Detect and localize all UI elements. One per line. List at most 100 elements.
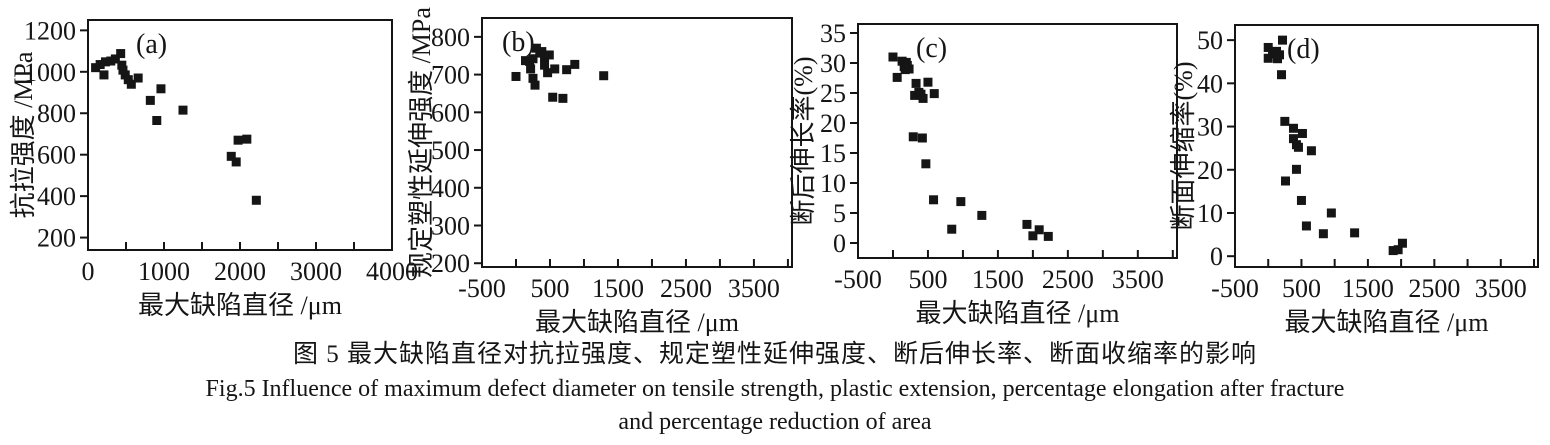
subplot-tag: (c) (916, 33, 947, 64)
data-point (923, 77, 933, 87)
plot-frame (1234, 24, 1539, 268)
y-axis-label: 断后伸长率(%) (789, 57, 818, 226)
data-point (530, 80, 540, 90)
data-point (540, 53, 550, 63)
data-point (888, 52, 898, 62)
data-point (156, 84, 166, 94)
y-tick-label: 200 (431, 249, 470, 278)
data-point (904, 64, 914, 74)
x-tick-label: 500 (530, 274, 569, 303)
data-point (226, 151, 236, 161)
y-axis-label: 抗拉强度 /MPa (9, 51, 38, 218)
y-tick-label: 400 (37, 182, 76, 211)
subplot-b: -500 500 1500 2500 3500 200 300 400 500 600 700 800… (407, 7, 793, 336)
y-tick-label: 300 (431, 212, 470, 241)
x-tick-label: 2500 (1408, 274, 1460, 303)
y-tick-label: 800 (37, 99, 76, 128)
data-point (233, 135, 243, 145)
data-point (956, 197, 966, 207)
data-point (540, 60, 550, 70)
data-point (911, 78, 921, 88)
data-point (929, 89, 939, 99)
caption-chinese: 图 5 最大缺陷直径对抗拉强度、规定塑性延伸强度、断后伸长率、断面收缩率的影响 (292, 341, 1257, 368)
data-point (599, 71, 609, 81)
x-axis-label: 最大缺陷直径 /μm (138, 291, 342, 320)
data-point (537, 47, 547, 57)
data-point (1350, 228, 1360, 238)
data-point (548, 92, 558, 102)
data-point (145, 95, 155, 105)
data-point (921, 159, 931, 169)
data-point (1318, 229, 1328, 239)
data-point (152, 115, 162, 125)
subplot-tag: (a) (136, 29, 167, 60)
x-tick-label: 1500 (972, 265, 1024, 294)
data-point (106, 56, 116, 66)
data-point (95, 60, 105, 70)
data-point (947, 224, 957, 234)
data-point (126, 79, 136, 89)
plot-frame (87, 19, 393, 251)
data-point (1022, 219, 1032, 229)
y-tick-label: 1200 (24, 16, 76, 45)
x-tick-label: -500 (458, 274, 506, 303)
data-point (1306, 146, 1316, 156)
y-tick-label: 30 (820, 49, 846, 78)
y-axis-label: 断面伸缩率(%) (1169, 62, 1198, 231)
data-point (1278, 35, 1288, 45)
x-tick-label: 3000 (290, 257, 342, 286)
caption-english-line1: Fig.5 Influence of maximum defect diamet… (205, 376, 1345, 402)
y-tick-label: 5 (833, 199, 846, 228)
x-tick-label: 2500 (660, 274, 712, 303)
y-tick-label: 10 (820, 169, 846, 198)
y-tick-label: 0 (1210, 242, 1223, 271)
data-point (929, 195, 939, 205)
x-tick-label: 1000 (138, 257, 190, 286)
y-tick-label: 600 (431, 98, 470, 127)
data-point (123, 75, 133, 85)
y-tick-label: 200 (37, 224, 76, 253)
data-point (1280, 116, 1290, 126)
subplot-tag: (b) (502, 27, 535, 58)
data-point (100, 57, 110, 67)
y-tick-label: 35 (820, 19, 846, 48)
y-tick-label: 10 (1197, 199, 1223, 228)
y-tick-label: 30 (1197, 113, 1223, 142)
data-point (110, 54, 120, 64)
x-tick-label: 500 (1282, 274, 1321, 303)
subplot-d: -500 500 1500 2500 3500 0 10 20 30 40 50 (d) 最大缺陷直径 … (1169, 24, 1539, 336)
plot-frame (481, 17, 793, 268)
x-tick-label: 3500 (1475, 274, 1527, 303)
y-tick-label: 700 (431, 61, 470, 90)
x-tick-label: 4000 (366, 257, 418, 286)
data-point (118, 65, 128, 75)
x-axis-label: 最大缺陷直径 /μm (1285, 308, 1489, 336)
y-tick-label: 0 (833, 229, 846, 258)
data-point (116, 49, 126, 59)
data-point (1326, 208, 1336, 218)
x-tick-label: 1500 (1342, 274, 1394, 303)
x-tick-label: 500 (908, 265, 947, 294)
data-point (91, 63, 101, 73)
data-point (1275, 50, 1285, 60)
data-point (558, 93, 568, 103)
x-tick-label: 3500 (1112, 265, 1164, 294)
data-point (99, 70, 109, 80)
x-tick-label: 1500 (592, 274, 644, 303)
y-tick-label: 600 (37, 141, 76, 170)
data-point (1028, 231, 1038, 241)
data-point (918, 93, 928, 103)
data-point (1291, 164, 1301, 174)
data-point (526, 64, 536, 74)
data-point (543, 68, 553, 78)
x-tick-label: 0 (82, 257, 95, 286)
data-point (1388, 246, 1398, 256)
data-point (1293, 142, 1303, 152)
data-point (1043, 231, 1053, 241)
data-point (178, 105, 188, 115)
caption-english-line2: and percentage reduction of area (618, 409, 932, 435)
x-axis-label: 最大缺陷直径 /μm (535, 308, 739, 336)
x-tick-label: 3500 (728, 274, 780, 303)
data-point (1296, 195, 1306, 205)
